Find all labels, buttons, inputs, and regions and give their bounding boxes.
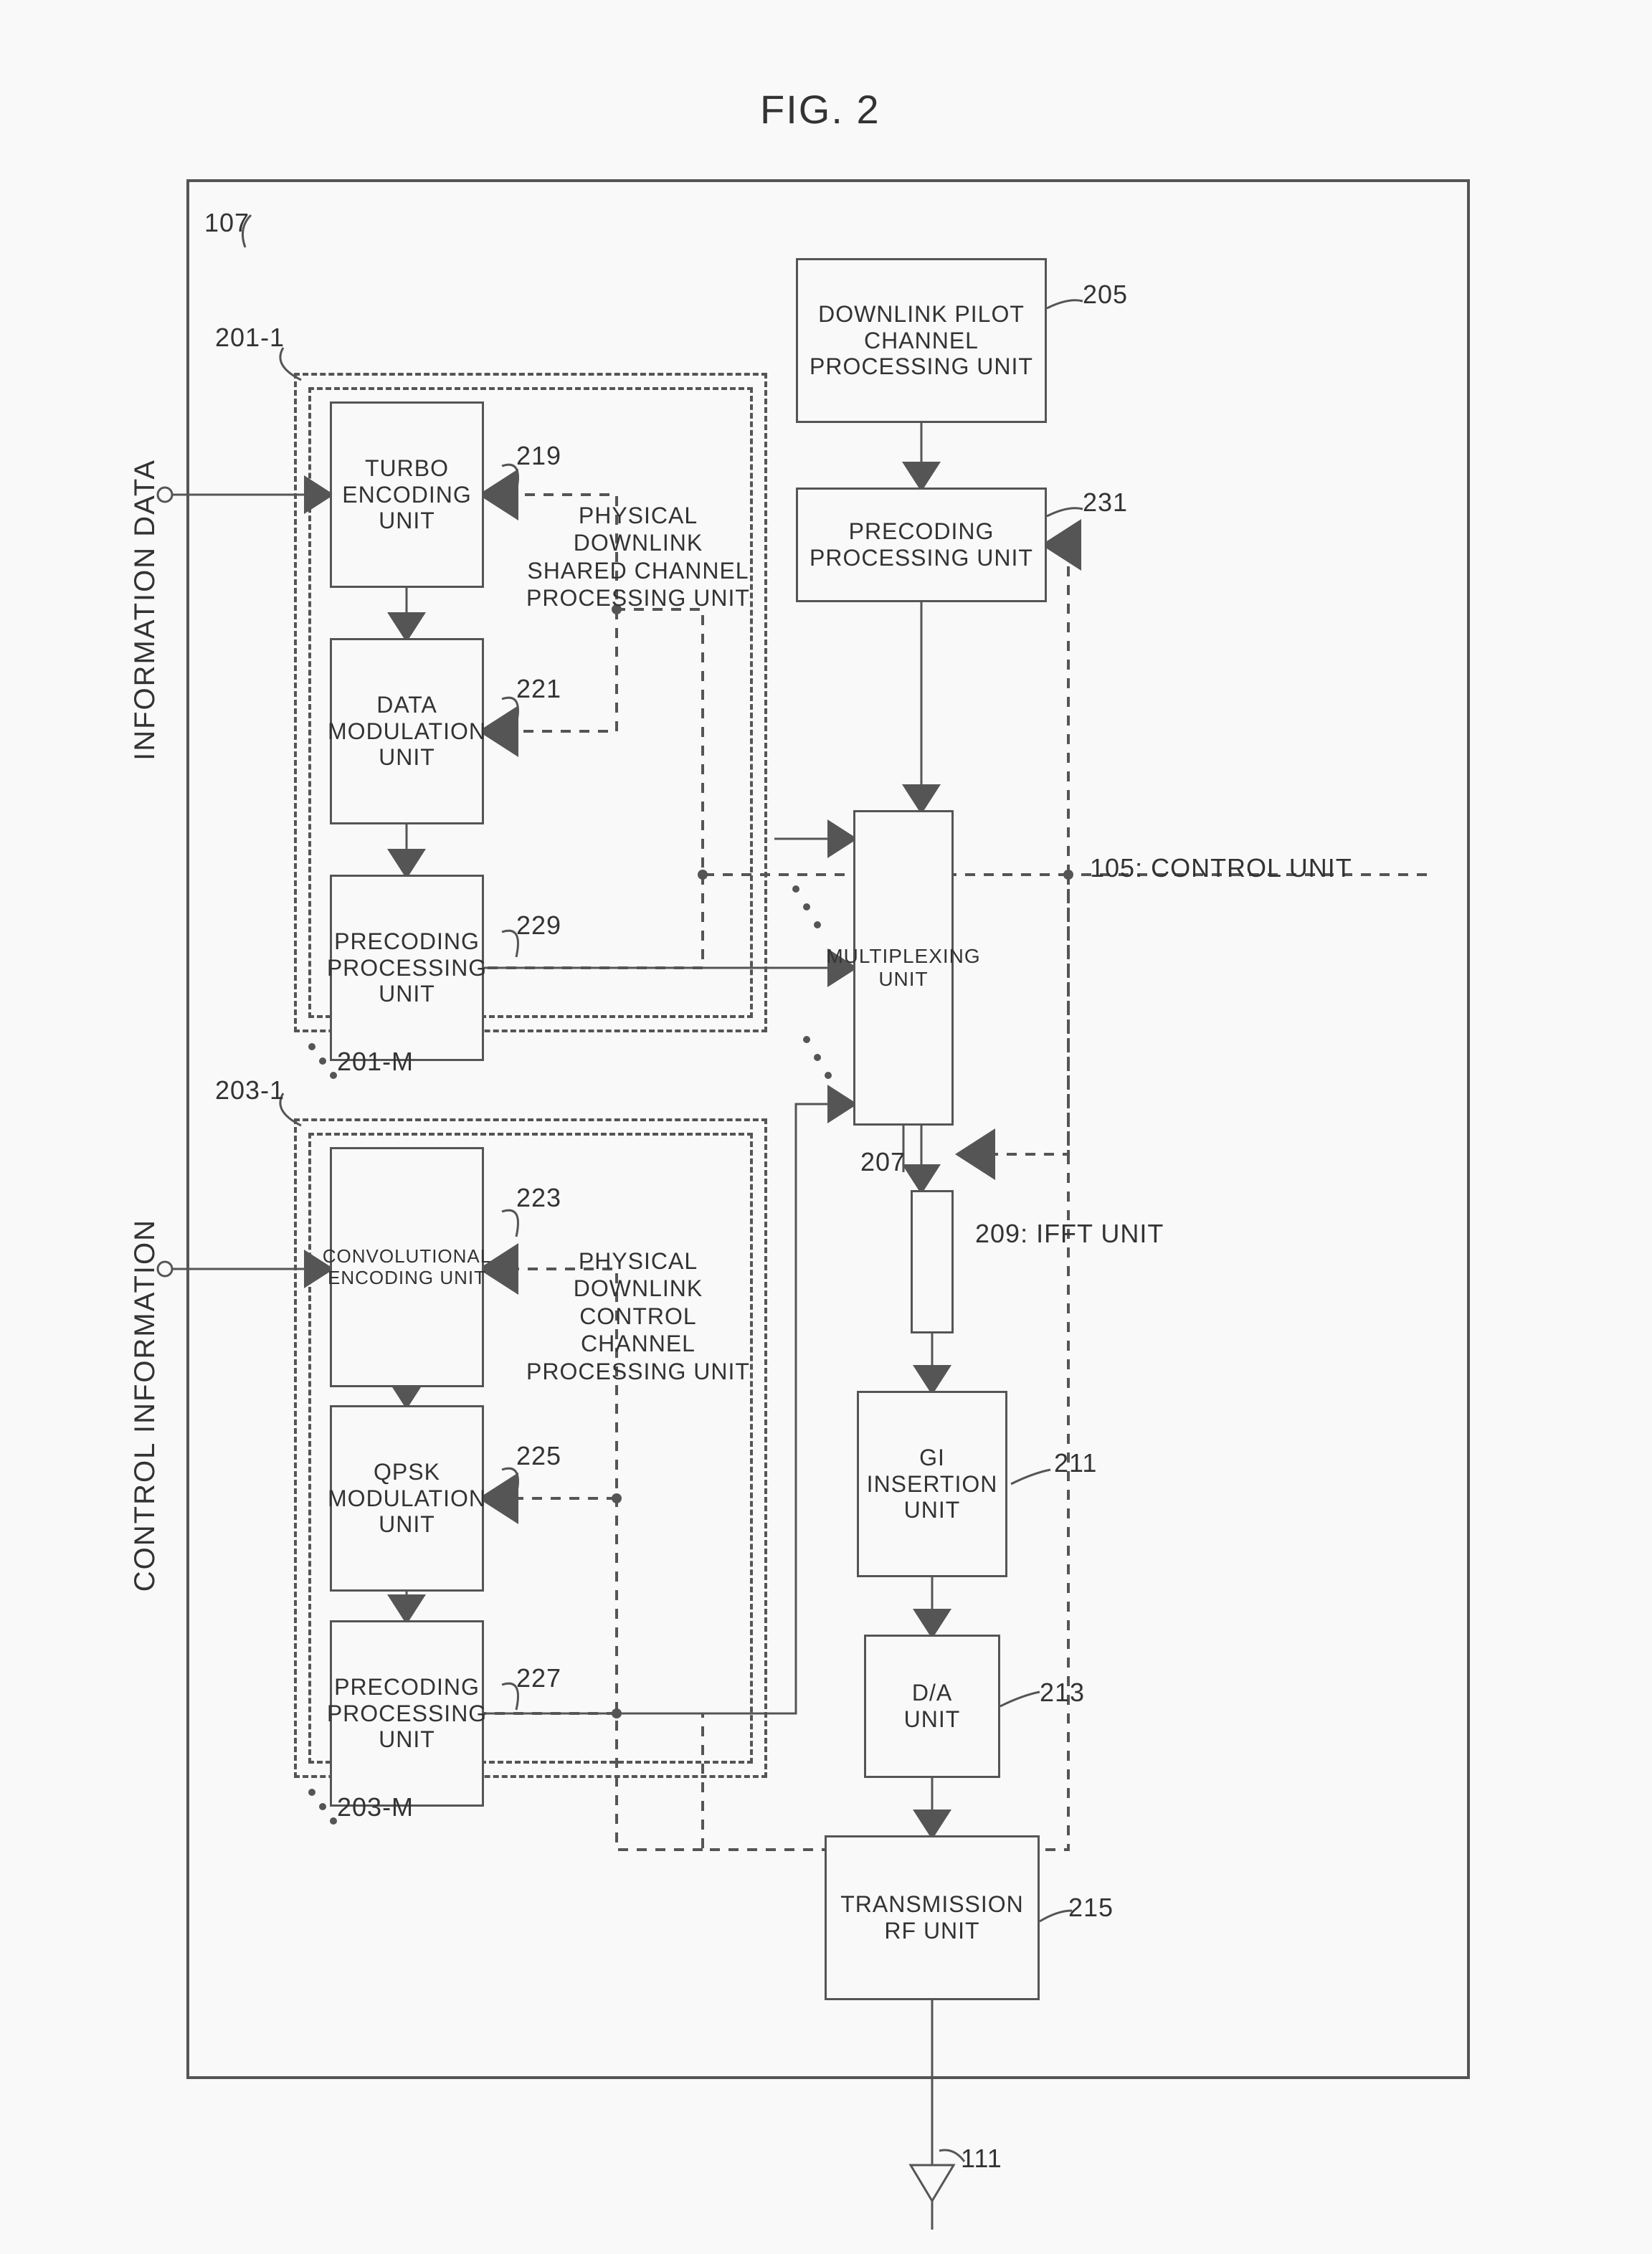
ref-outer: 107 (204, 208, 250, 238)
ref-203-m: 203-M (337, 1792, 414, 1822)
vlabel-ctrl-info: CONTROL INFORMATION (129, 1219, 161, 1592)
vlabel-info-data: INFORMATION DATA (129, 459, 161, 761)
pdcch-precoding-unit: PRECODING PROCESSING UNIT (330, 1620, 484, 1807)
ref-221: 221 (516, 674, 561, 704)
downlink-pilot-unit: DOWNLINK PILOT CHANNEL PROCESSING UNIT (796, 258, 1047, 423)
control-unit-label: 105: CONTROL UNIT (1090, 853, 1352, 883)
ref-201-m: 201-M (337, 1047, 414, 1077)
ref-215: 215 (1068, 1893, 1114, 1923)
ref-219: 219 (516, 441, 561, 471)
ref-227: 227 (516, 1663, 561, 1693)
ref-229: 229 (516, 910, 561, 941)
pdsch-group-label: PHYSICAL DOWNLINK SHARED CHANNEL PROCESS… (523, 502, 753, 612)
pdcch-group-label: PHYSICAL DOWNLINK CONTROL CHANNEL PROCES… (523, 1247, 753, 1385)
ref-201-1: 201-1 (215, 323, 285, 353)
ref-211: 211 (1054, 1448, 1097, 1478)
ref-203-1: 203-1 (215, 1075, 285, 1105)
pdsch-precoding-unit: PRECODING PROCESSING UNIT (330, 875, 484, 1061)
turbo-encoding-unit: TURBO ENCODING UNIT (330, 401, 484, 588)
ifft-unit (911, 1190, 954, 1333)
multiplexing-unit: MULTIPLEXING UNIT (853, 810, 954, 1126)
ref-207: 207 (860, 1147, 906, 1177)
data-modulation-unit: DATA MODULATION UNIT (330, 638, 484, 824)
precoding-processing-unit-top: PRECODING PROCESSING UNIT (796, 488, 1047, 602)
page: FIG. 2 (0, 0, 1652, 2254)
ref-225: 225 (516, 1441, 561, 1471)
ref-231: 231 (1083, 488, 1128, 518)
ref-209: 209: IFFT UNIT (975, 1219, 1164, 1249)
convolutional-encoding-unit: CONVOLUTIONAL ENCODING UNIT (330, 1147, 484, 1387)
gi-insertion-unit: GI INSERTION UNIT (857, 1391, 1007, 1577)
qpsk-modulation-unit: QPSK MODULATION UNIT (330, 1405, 484, 1592)
transmission-rf-unit: TRANSMISSION RF UNIT (825, 1835, 1040, 2000)
da-unit: D/A UNIT (864, 1635, 1000, 1778)
ref-111: 111 (961, 2144, 1002, 2174)
ref-223: 223 (516, 1183, 561, 1213)
ref-205: 205 (1083, 280, 1128, 310)
ref-213: 213 (1040, 1678, 1085, 1708)
